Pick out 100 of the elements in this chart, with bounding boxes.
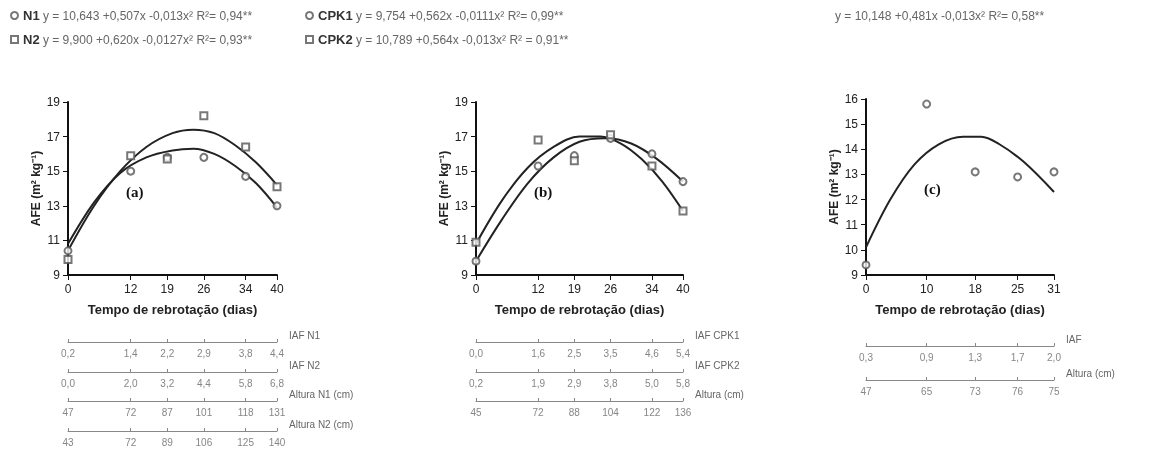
text: 2,2: [160, 347, 175, 359]
y-tick-label: 14: [844, 142, 859, 157]
text: 47: [860, 385, 872, 397]
text: 0,2: [469, 377, 484, 389]
text: 4,4: [270, 347, 285, 359]
y-tick-label: 19: [46, 95, 61, 109]
text: 88: [568, 406, 581, 418]
text: 1,7: [1010, 351, 1025, 363]
text: 125: [237, 436, 255, 448]
x-tick-label: 19: [160, 282, 175, 296]
text: 6,8: [270, 377, 285, 389]
x-axis-title: Tempo de rebrotação (dias): [875, 302, 1045, 317]
text: 3,8: [238, 347, 254, 359]
text: 2,9: [196, 347, 212, 359]
text: 3,8: [603, 377, 618, 389]
legend-label: N1: [23, 8, 40, 23]
x-tick-label: 40: [270, 282, 284, 296]
text: y = 10,643 +0,507x -0,013x² R²= 0,94**: [42, 8, 253, 23]
annotation: (a): [126, 183, 144, 201]
x-tick-label: 40: [676, 282, 690, 296]
text: 3,5: [603, 347, 618, 359]
text: 2,0: [1047, 351, 1062, 363]
y-tick-label: 15: [46, 164, 61, 179]
x-tick-label: 19: [567, 282, 582, 296]
text: 45: [470, 406, 482, 418]
annotation: (b): [534, 183, 553, 201]
x-tick-label: 34: [238, 282, 253, 296]
text: 2,5: [567, 347, 582, 359]
text: 1,4: [123, 347, 139, 359]
text: 106: [195, 436, 213, 448]
text: 72: [532, 406, 545, 418]
y-tick-label: 9: [53, 268, 61, 282]
x-tick-label: 18: [968, 282, 983, 296]
text: 5,0: [645, 377, 660, 389]
text: 0,0: [469, 347, 484, 359]
y-tick-label: 11: [455, 233, 469, 248]
x-tick-label: 12: [124, 282, 138, 296]
text: y = 10,148 +0,481x -0,013x² R²= 0,58**: [835, 9, 1045, 23]
y-axis-title: AFE (m² kg⁻¹): [827, 149, 841, 225]
x-tick-label: 10: [919, 282, 934, 296]
text: Altura N2 (cm): [289, 418, 354, 430]
text: IAF: [1066, 333, 1082, 345]
y-tick-label: 9: [851, 268, 859, 282]
y-tick-label: 10: [844, 242, 859, 257]
y-tick-label: 16: [844, 92, 859, 106]
text: 131: [268, 406, 286, 418]
text: Altura N1 (cm): [289, 388, 354, 400]
legend-label: CPK1: [318, 8, 353, 23]
x-tick-label: 0: [64, 282, 72, 296]
text: 101: [195, 406, 213, 418]
text: 122: [643, 406, 661, 418]
text: 73: [969, 385, 982, 397]
text: 5,8: [238, 377, 254, 389]
y-tick-label: 19: [454, 95, 469, 109]
annotation: (c): [924, 180, 941, 198]
legend-label: N2: [23, 32, 40, 47]
text: 0,3: [859, 351, 874, 363]
text: 2,9: [567, 377, 582, 389]
text: 72: [125, 436, 137, 448]
text: 3,2: [160, 377, 175, 389]
y-axis-title: AFE (m² kg⁻¹): [29, 150, 43, 227]
x-tick-label: 12: [531, 282, 546, 296]
x-axis-title: Tempo de rebrotação (dias): [87, 302, 258, 317]
text: IAF CPK1: [695, 329, 740, 341]
x-tick-label: 25: [1010, 282, 1025, 296]
y-tick-label: 17: [454, 129, 469, 144]
text: y = 9,754 +0,562x -0,0111x² R²= 0,99**: [356, 8, 564, 23]
legend-label: CPK2: [318, 32, 353, 47]
text: 87: [161, 406, 174, 418]
x-tick-label: 26: [197, 282, 211, 296]
text: 4,6: [645, 347, 660, 359]
y-tick-label: 13: [844, 167, 859, 182]
y-tick-label: 15: [844, 117, 859, 132]
text: y = 9,900 +0,620x -0,0127x² R²= 0,93**: [42, 32, 253, 47]
x-tick-label: 34: [645, 282, 659, 296]
text: 0,0: [61, 377, 76, 389]
text: IAF CPK2: [695, 359, 740, 371]
y-tick-label: 9: [461, 268, 469, 282]
x-tick-label: 31: [1047, 282, 1061, 296]
text: 43: [62, 436, 74, 448]
y-axis-title: AFE (m² kg⁻¹): [437, 150, 451, 227]
text: IAF N2: [289, 359, 321, 371]
text: 1,3: [968, 351, 983, 363]
x-tick-label: 26: [603, 282, 618, 296]
text: 76: [1012, 385, 1024, 397]
text: IAF N1: [289, 329, 321, 341]
text: 2,0: [123, 377, 139, 389]
text: 75: [1048, 385, 1060, 397]
y-tick-label: 11: [47, 233, 61, 248]
text: 5,4: [676, 347, 691, 359]
text: Altura (cm): [1066, 367, 1115, 379]
text: 4,4: [196, 377, 212, 389]
text: 118: [237, 406, 255, 418]
y-tick-label: 11: [845, 217, 859, 232]
text: 47: [62, 406, 74, 418]
text: 0,2: [61, 347, 76, 359]
y-tick-label: 12: [844, 192, 859, 207]
y-tick-label: 13: [454, 198, 469, 213]
text: 65: [921, 385, 933, 397]
text: 5,8: [676, 377, 691, 389]
